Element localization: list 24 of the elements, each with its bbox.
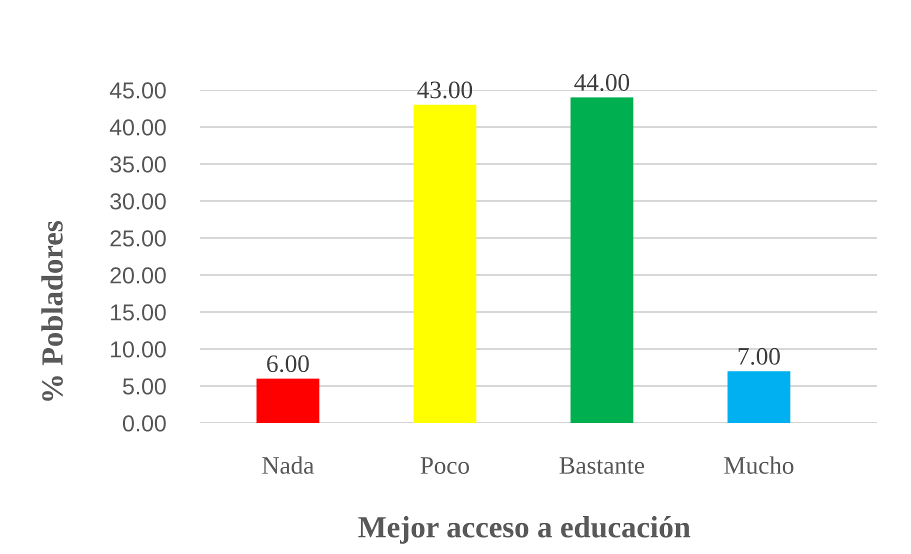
x-tick-label: Bastante bbox=[560, 457, 644, 474]
data-label: 6.00 bbox=[267, 355, 309, 372]
y-tick-label: 5.00 bbox=[122, 378, 166, 395]
y-tick-label: 35.00 bbox=[110, 156, 166, 173]
bar bbox=[728, 371, 790, 423]
y-tick-label: 15.00 bbox=[111, 304, 166, 321]
bar bbox=[570, 97, 634, 423]
y-tick-label: 10.00 bbox=[111, 341, 166, 358]
y-tick-label: 30.00 bbox=[110, 193, 166, 210]
y-tick-label: 40.00 bbox=[110, 119, 166, 136]
y-tick-label: 0.00 bbox=[122, 415, 166, 432]
bar bbox=[256, 378, 320, 423]
y-tick-label: 25.00 bbox=[110, 230, 166, 247]
y-axis-title: % Pobladores bbox=[41, 221, 63, 401]
x-axis-title: Mejor acceso a educación bbox=[358, 516, 690, 544]
x-tick-label: Nada bbox=[262, 456, 314, 474]
y-tick-label: 20.00 bbox=[110, 267, 166, 284]
data-label: 7.00 bbox=[738, 348, 780, 365]
data-label: 44.00 bbox=[574, 74, 630, 92]
x-tick-label: Mucho bbox=[724, 456, 794, 474]
y-tick-label: 45.00 bbox=[110, 82, 166, 99]
bar bbox=[414, 104, 476, 423]
data-label: 43.00 bbox=[417, 81, 472, 98]
x-tick-label: Poco bbox=[420, 457, 469, 474]
